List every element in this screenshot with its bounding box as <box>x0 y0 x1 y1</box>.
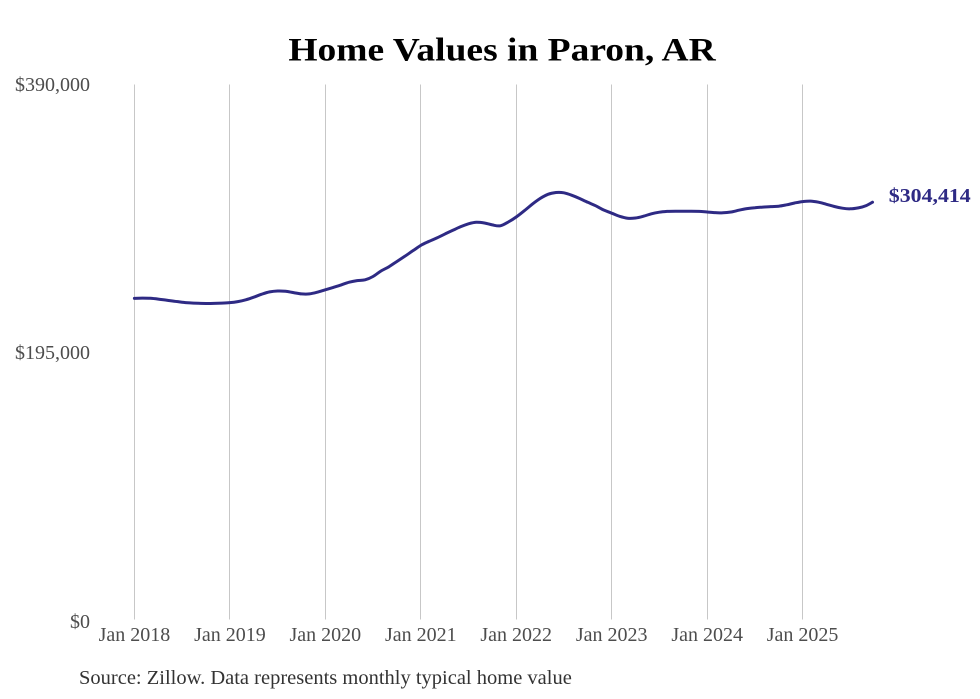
svg-text:Jan 2024: Jan 2024 <box>671 624 743 646</box>
svg-text:Jan 2020: Jan 2020 <box>289 624 361 646</box>
svg-text:Source: Zillow. Data represent: Source: Zillow. Data represents monthly … <box>79 667 572 689</box>
svg-text:Jan 2025: Jan 2025 <box>767 624 839 646</box>
svg-text:$304,414: $304,414 <box>889 184 971 207</box>
svg-text:$195,000: $195,000 <box>15 342 90 364</box>
svg-text:Home Values in Paron, AR: Home Values in Paron, AR <box>288 32 716 68</box>
svg-text:Jan 2023: Jan 2023 <box>576 624 648 646</box>
svg-text:Jan 2022: Jan 2022 <box>480 624 552 646</box>
svg-text:$390,000: $390,000 <box>15 74 90 96</box>
svg-text:Jan 2019: Jan 2019 <box>194 624 266 646</box>
svg-text:Jan 2018: Jan 2018 <box>99 624 171 646</box>
svg-text:$0: $0 <box>70 611 90 633</box>
svg-text:Jan 2021: Jan 2021 <box>385 624 457 646</box>
